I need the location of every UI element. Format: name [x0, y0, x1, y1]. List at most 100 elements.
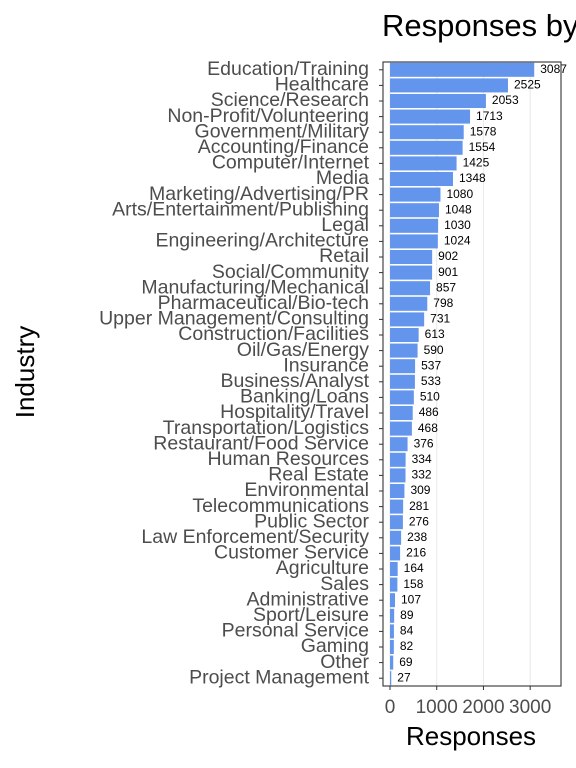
- x-tick-label: 2000: [462, 697, 504, 718]
- value-label: 27: [397, 670, 411, 684]
- value-label: 537: [421, 358, 441, 372]
- y-tick-label: Customer Service: [214, 542, 369, 564]
- bar: [390, 203, 439, 218]
- bar: [390, 468, 406, 483]
- y-tick-label: Real Estate: [268, 464, 369, 486]
- value-label: 107: [401, 592, 421, 606]
- value-label: 1048: [445, 202, 472, 216]
- value-label: 276: [409, 514, 429, 528]
- y-tick-label: Banking/Loans: [240, 386, 369, 408]
- value-label: 1030: [444, 218, 471, 232]
- value-label: 69: [399, 655, 413, 669]
- value-label: 281: [409, 499, 429, 513]
- bar: [390, 655, 394, 670]
- bar: [390, 374, 415, 389]
- value-label: 731: [430, 312, 450, 326]
- bar: [390, 577, 398, 592]
- bar: [390, 530, 402, 545]
- value-label: 1713: [476, 109, 503, 123]
- y-tick-label: Engineering/Architecture: [155, 230, 369, 252]
- y-tick-label: Sport/Leisure: [253, 604, 369, 626]
- x-tick-label: 1000: [416, 697, 458, 718]
- y-tick-label: Restaurant/Food Service: [153, 432, 369, 454]
- bar: [390, 593, 396, 608]
- x-axis-title: Responses: [406, 721, 536, 751]
- y-tick-label: Education/Training: [207, 58, 369, 80]
- value-label: 82: [400, 639, 414, 653]
- y-tick-label: Administrative: [247, 588, 369, 610]
- value-label: 1024: [444, 234, 471, 248]
- bar: [390, 78, 508, 93]
- bar: [390, 109, 471, 124]
- bar: [390, 405, 413, 421]
- value-label: 486: [419, 405, 439, 419]
- bar: [390, 327, 419, 343]
- value-label: 376: [414, 436, 434, 450]
- value-label: 334: [412, 452, 432, 466]
- y-tick-label: Project Management: [189, 666, 370, 688]
- bar: [390, 359, 416, 374]
- plot-border: [382, 61, 562, 687]
- value-label: 1080: [446, 187, 473, 201]
- y-tick-label: Other: [320, 651, 369, 673]
- value-label: 1578: [470, 124, 497, 138]
- y-tick-label: Human Resources: [208, 448, 370, 470]
- bar: [390, 483, 405, 499]
- y-tick-label: Computer/Internet: [212, 152, 370, 174]
- y-tick-label: Gaming: [301, 635, 369, 657]
- value-label: 468: [418, 421, 438, 435]
- bar: [390, 671, 392, 686]
- bar: [390, 296, 428, 311]
- y-tick-label: Environmental: [244, 479, 369, 501]
- y-tick-label: Science/Research: [211, 89, 369, 111]
- bar: [390, 62, 535, 77]
- bar: [390, 561, 398, 577]
- bar: [390, 421, 412, 436]
- y-tick-label: Hospitality/Travel: [220, 401, 369, 423]
- value-label: 533: [421, 374, 441, 388]
- value-label: 216: [406, 546, 426, 560]
- value-label: 2053: [492, 93, 519, 107]
- y-tick-label: Government/Military: [195, 120, 370, 142]
- value-label: 238: [407, 530, 427, 544]
- y-axis-title: Industry: [10, 326, 40, 419]
- y-tick-label: Business/Analyst: [221, 370, 370, 392]
- y-tick-label: Marketing/Advertising/PR: [149, 183, 369, 205]
- value-label: 309: [410, 483, 430, 497]
- y-tick-label: Legal: [321, 214, 369, 236]
- bar: [390, 452, 406, 467]
- value-label: 857: [436, 280, 456, 294]
- value-label: 332: [412, 468, 432, 482]
- bar: [390, 156, 457, 171]
- y-tick-label: Agriculture: [276, 557, 369, 579]
- bar: [390, 234, 438, 249]
- y-tick-label: Telecommunications: [192, 495, 369, 517]
- bar: [390, 343, 418, 358]
- value-label: 590: [424, 343, 444, 357]
- bar: [390, 312, 425, 327]
- y-tick-label: Transportation/Logistics: [163, 417, 370, 439]
- y-tick-label: Arts/Entertainment/Publishing: [112, 198, 369, 220]
- bar: [390, 546, 401, 561]
- x-tick-label: 0: [385, 697, 396, 718]
- bar: [390, 265, 433, 280]
- y-tick-label: Law Enforcement/Security: [141, 526, 369, 548]
- value-label: 158: [403, 577, 423, 591]
- y-tick-label: Media: [316, 167, 369, 189]
- value-label: 3087: [540, 62, 567, 76]
- bar: [390, 249, 433, 265]
- x-tick-label: 3000: [509, 697, 551, 718]
- y-tick-label: Social/Community: [212, 261, 369, 283]
- y-tick-label: Pharmaceutical/Bio-tech: [158, 292, 369, 314]
- y-tick-label: Construction/Facilities: [178, 323, 369, 345]
- y-tick-label: Retail: [319, 245, 369, 267]
- value-label: 901: [438, 265, 458, 279]
- y-tick-label: Accounting/Finance: [198, 136, 369, 158]
- bar: [390, 437, 408, 452]
- value-label: 2525: [514, 78, 541, 92]
- bar: [390, 515, 403, 530]
- bar: [390, 125, 464, 140]
- value-label: 798: [433, 296, 453, 310]
- y-tick-label: Public Sector: [254, 510, 369, 532]
